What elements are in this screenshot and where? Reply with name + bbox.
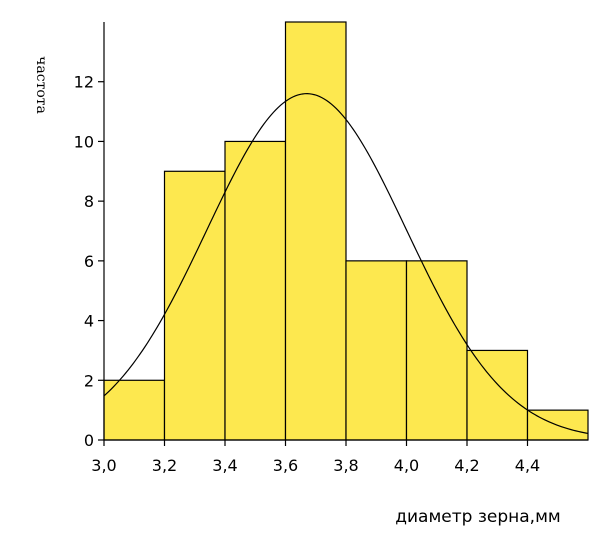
x-tick-label: 4,0	[394, 456, 419, 475]
histogram-bar	[103, 379, 166, 441]
histogram-bar	[345, 260, 408, 441]
x-tick-label: 3,2	[152, 456, 177, 475]
bars-group	[103, 21, 589, 441]
y-tick-label: 12	[74, 73, 94, 92]
x-tick-label: 3,6	[273, 456, 298, 475]
x-tick-label: 4,4	[515, 456, 540, 475]
normal-curve	[103, 93, 589, 435]
x-tick-label: 3,8	[333, 456, 358, 475]
x-axis-label: диаметр зерна,мм	[395, 507, 560, 527]
y-tick-label: 2	[84, 371, 94, 390]
y-axis-label: частота	[33, 56, 49, 114]
histogram-bar	[284, 21, 347, 441]
y-tick-label: 0	[84, 431, 94, 450]
y-tick-label: 10	[74, 132, 94, 151]
y-tick-label: 4	[84, 312, 94, 331]
histogram-bar	[466, 349, 529, 441]
x-tick-label: 4,2	[454, 456, 479, 475]
histogram-bar	[405, 260, 468, 441]
histogram-bar	[224, 140, 287, 441]
y-tick-label: 6	[84, 252, 94, 271]
x-tick-label: 3,0	[91, 456, 116, 475]
x-tick-label: 3,4	[212, 456, 237, 475]
histogram-bar	[163, 170, 226, 441]
y-tick-label: 8	[84, 192, 94, 211]
